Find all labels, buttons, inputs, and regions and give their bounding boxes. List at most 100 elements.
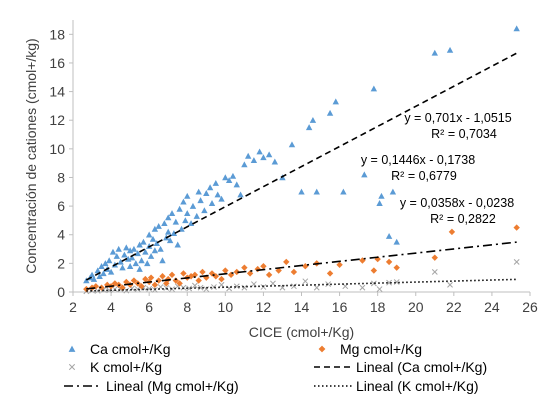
x-marker-stroke: [210, 284, 217, 290]
data-point: [361, 171, 368, 178]
data-point: [195, 277, 202, 284]
data-point: [117, 258, 124, 265]
x-tick-label: 4: [107, 299, 115, 315]
x-marker-stroke: [313, 284, 320, 291]
legend-label: K cmol+/Kg: [90, 359, 162, 375]
data-point: [140, 238, 147, 245]
data-point: [283, 258, 290, 266]
data-point: [134, 286, 141, 293]
data-point: [138, 257, 145, 264]
y-tick-label: 16: [49, 55, 65, 71]
data-point: [309, 117, 317, 123]
data-point: [195, 188, 202, 195]
trendline-r2: R² = 0,7034: [431, 127, 497, 141]
x-tick-label: 22: [446, 299, 462, 315]
data-point: [102, 260, 109, 267]
data-point: [218, 195, 225, 202]
x-marker-stroke: [302, 278, 309, 285]
data-point: [393, 264, 400, 271]
x-marker-stroke: [513, 259, 520, 265]
x-marker-stroke: [241, 284, 248, 291]
data-point: [146, 285, 153, 292]
data-point: [271, 158, 279, 165]
trendline-equation: y = 0,1446x - 0,1738: [361, 153, 475, 167]
data-point: [184, 210, 191, 216]
data-point: [340, 188, 347, 195]
data-point: [147, 274, 155, 281]
x-tick-label: 6: [145, 299, 153, 315]
data-point: [254, 265, 261, 273]
data-point: [187, 220, 195, 227]
x-marker-stroke: [169, 286, 175, 293]
data-point: [218, 275, 225, 283]
data-point: [155, 277, 162, 284]
legend-label: Lineal (K cmol+/Kg): [356, 378, 479, 394]
data-point: [197, 197, 204, 204]
data-point: [431, 269, 438, 275]
data-point: [250, 157, 258, 164]
data-point: [105, 257, 113, 264]
data-point: [182, 217, 189, 224]
data-point: [288, 141, 296, 148]
data-point: [260, 263, 267, 270]
x-marker-stroke: [431, 269, 438, 275]
legend-marker: [68, 345, 76, 352]
x-marker-stroke: [186, 285, 193, 292]
data-point: [305, 124, 313, 131]
data-point: [298, 188, 305, 195]
data-point: [385, 232, 393, 239]
x-marker-stroke: [250, 281, 257, 288]
data-point: [214, 191, 221, 198]
x-tick-label: 20: [408, 299, 424, 315]
data-point: [168, 210, 176, 216]
data-point: [513, 25, 520, 32]
x-marker-stroke: [376, 286, 383, 293]
x-marker-stroke: [94, 287, 101, 294]
data-point: [98, 263, 105, 269]
data-point: [147, 253, 155, 259]
trendline-r2: R² = 0,2822: [430, 212, 496, 226]
data-point: [172, 218, 180, 225]
x-tick-label: 8: [183, 299, 191, 315]
x-tick-label: 18: [370, 299, 386, 315]
data-point: [446, 46, 454, 53]
data-point: [203, 286, 210, 293]
data-point: [260, 154, 267, 161]
data-point: [513, 259, 520, 265]
data-point: [109, 248, 117, 255]
data-point: [157, 245, 164, 252]
trendline-equations: y = 0,701x - 1,0515 R² = 0,7034 y = 0,1446…: [361, 111, 514, 226]
x-marker-stroke: [279, 284, 286, 291]
data-point: [136, 241, 143, 248]
data-point: [265, 271, 273, 279]
x-marker-stroke: [325, 281, 332, 288]
data-point: [313, 188, 320, 195]
y-tick-label: 10: [49, 141, 65, 157]
data-point: [161, 220, 168, 227]
legend-item: Ca cmol+/Kg: [68, 341, 171, 357]
data-point: [180, 198, 187, 205]
x-tick-label: 16: [332, 299, 348, 315]
data-point: [448, 228, 456, 236]
data-point: [189, 202, 197, 209]
data-point: [206, 184, 214, 191]
data-point: [256, 148, 263, 155]
data-point: [136, 265, 143, 272]
data-point: [376, 200, 383, 206]
data-point: [290, 268, 298, 276]
y-axis-title: Concentración de cationes (cmol+/kg): [23, 38, 39, 273]
data-point: [159, 273, 166, 280]
data-point: [83, 277, 90, 284]
legend-item: Lineal (K cmol+/Kg): [314, 378, 479, 394]
data-point: [385, 258, 393, 266]
x-marker-stroke: [191, 282, 198, 289]
legend-marker: [68, 363, 76, 371]
data-point: [376, 286, 383, 293]
data-point: [370, 85, 378, 92]
x-marker-stroke: [123, 287, 130, 294]
legend: Ca cmol+/Kg Mg cmol+/Kg K cmol+/Kg Lineal (…: [64, 341, 487, 394]
data-point: [88, 271, 96, 278]
data-point: [233, 283, 240, 290]
x-marker-stroke: [140, 284, 147, 291]
